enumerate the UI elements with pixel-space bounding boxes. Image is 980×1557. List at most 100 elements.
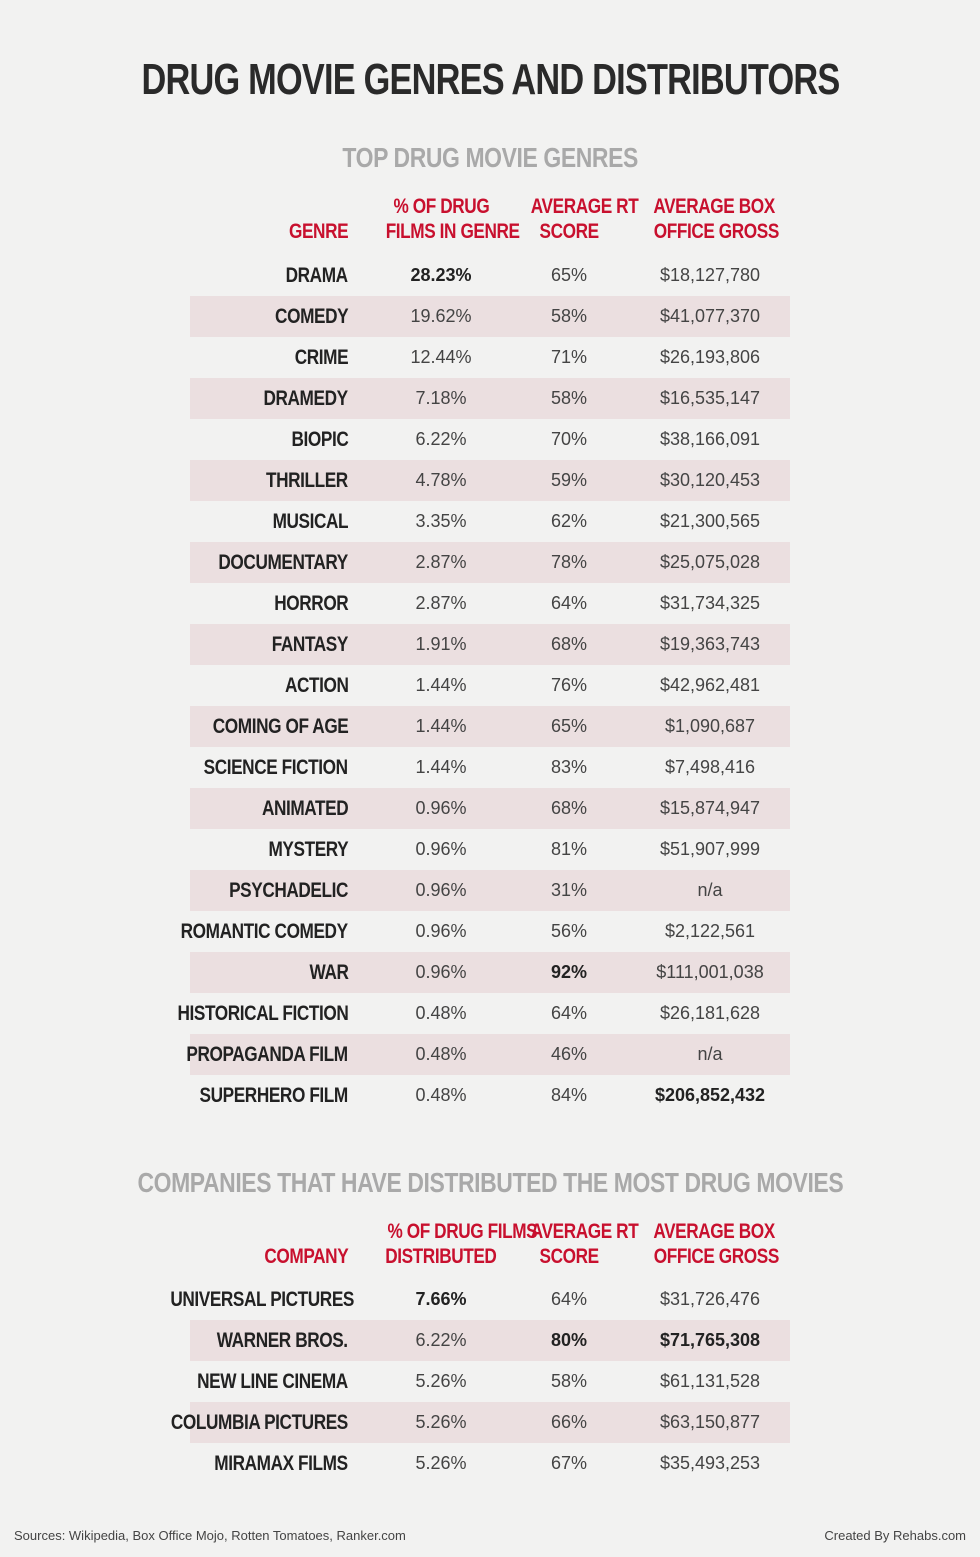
row-label: BIOPIC [130,419,348,460]
table-cell: $7,498,416 [664,757,756,777]
row-label: WAR [130,952,348,993]
row-label: MYSTERY [130,829,348,870]
row-label: FANTASY [130,624,349,665]
label-text: SCIENCE FICTION [203,756,348,779]
table-row: UNIVERSAL PICTURES 7.66% 64% $31,726,476 [170,1279,790,1320]
column-header: % OF DRUG FILMS DISTRIBUTED [371,1219,537,1271]
table-cell: 0.48% [415,1044,467,1064]
label-text: NEW LINE CINEMA [197,1370,348,1393]
column-header: AVERAGE RT SCORE [519,1219,639,1271]
table-cell: 68% [550,798,588,818]
table-cell: 3.35% [415,511,467,531]
header-line: OFFICE GROSS [653,1245,780,1268]
table-cell: 7.18% [415,388,467,408]
table-row: WAR 0.96% 92% $111,001,038 [190,952,790,993]
header-line: OFFICE GROSS [653,220,780,243]
table-cell: 56% [550,921,588,941]
row-label: PROPAGANDA FILM [130,1034,349,1075]
table-row: PROPAGANDA FILM 0.48% 46% n/a [187,1034,790,1075]
table-row: DRAMEDY 7.18% 58% $16,535,147 [190,378,790,419]
row-label: SUPERHERO FILM [130,1075,349,1116]
table-cell: 0.96% [415,921,467,941]
table-cell: 19.62% [410,306,472,326]
label-text: WARNER BROS. [217,1329,348,1352]
table-cell: 78% [550,552,588,572]
table-cell: 64% [550,593,588,613]
header-line: FILMS IN GENRE [385,220,520,243]
table-cell: 0.48% [415,1085,467,1105]
table-cell: 0.96% [415,839,467,859]
row-label: THRILLER [130,460,348,501]
header-line: AVERAGE RT [530,195,639,218]
label-text: FANTASY [271,633,349,656]
header-line: AVERAGE RT [530,1220,639,1243]
table-cell: 65% [550,265,588,285]
table-cell: 0.96% [415,880,467,900]
row-label: HISTORICAL FICTION [130,993,348,1034]
table-cell: $2,122,561 [664,921,756,941]
table-cell: 1.44% [415,675,467,695]
label-text: THRILLER [266,469,348,492]
label-text: PROPAGANDA FILM [186,1043,349,1066]
label-text: ACTION [284,674,348,697]
column-header: GENRE [130,219,349,271]
table-cell: 12.44% [410,347,472,367]
header-line: AVERAGE BOX [653,195,775,218]
label-text: DRAMA [285,264,348,287]
table-cell: 0.96% [415,798,467,818]
row-label: COLUMBIA PICTURES [130,1402,348,1443]
table-row: THRILLER 4.78% 59% $30,120,453 [190,460,790,501]
table-cell: 62% [550,511,588,531]
row-label: DRAMA [130,255,348,296]
row-label: COMING OF AGE [130,706,348,747]
row-label: DOCUMENTARY [130,542,349,583]
table-cell: $26,181,628 [659,1003,761,1023]
table-cell: $38,166,091 [659,429,761,449]
table-cell: $206,852,432 [654,1085,766,1105]
table-cell: $63,150,877 [659,1412,761,1432]
label-text: MUSICAL [272,510,348,533]
label-text: DOCUMENTARY [218,551,349,574]
table-row: DRAMA 28.23% 65% $18,127,780 [190,255,790,296]
table-row: PSYCHADELIC 0.96% 31% n/a [190,870,790,911]
table-cell: $15,874,947 [659,798,761,818]
header-line: AVERAGE BOX [653,1220,775,1243]
label-text: HORROR [273,592,348,615]
table-cell: 5.26% [415,1412,467,1432]
row-label: MUSICAL [130,501,348,542]
row-label: UNIVERSAL PICTURES [130,1279,354,1320]
table-row: ANIMATED 0.96% 68% $15,874,947 [190,788,790,829]
row-label: PSYCHADELIC [130,870,348,911]
table-cell: $61,131,528 [659,1371,761,1391]
table-cell: 81% [550,839,588,859]
table-cell: 58% [550,306,588,326]
table-cell: 58% [550,1371,588,1391]
row-label: ANIMATED [130,788,349,829]
table-cell: $1,090,687 [664,716,756,736]
table-cell: 66% [550,1412,588,1432]
credit: Created By Rehabs.com [824,1528,966,1543]
table-cell: $18,127,780 [659,265,761,285]
table-cell: 70% [550,429,588,449]
table-row: WARNER BROS. 6.22% 80% $71,765,308 [190,1320,790,1361]
table-cell: 1.44% [415,757,467,777]
header-row: GENRE% OF DRUG FILMS IN GENRE AVERAGE RT SC… [190,194,790,243]
section-title: TOP DRUG MOVIE GENRES [0,142,980,174]
label-text: MIRAMAX FILMS [214,1452,349,1475]
table-cell: $31,734,325 [659,593,761,613]
table-cell: n/a [697,1044,723,1064]
table-cell: 5.26% [415,1371,467,1391]
row-label: ROMANTIC COMEDY [130,911,348,952]
row-label: SCIENCE FICTION [130,747,348,788]
column-header: % OF DRUG FILMS IN GENRE [371,194,520,246]
label-text: UNIVERSAL PICTURES [170,1288,354,1311]
sources: Sources: Wikipedia, Box Office Mojo, Rot… [14,1528,406,1543]
label-text: MYSTERY [268,838,348,861]
table-cell: 6.22% [415,1330,467,1350]
table-cell: 0.96% [415,962,467,982]
table-cell: 64% [550,1289,588,1309]
label-text: ANIMATED [261,797,349,820]
section-title-text: COMPANIES THAT HAVE DISTRIBUTED THE MOST… [137,1167,843,1198]
label-text: CRIME [294,346,349,369]
